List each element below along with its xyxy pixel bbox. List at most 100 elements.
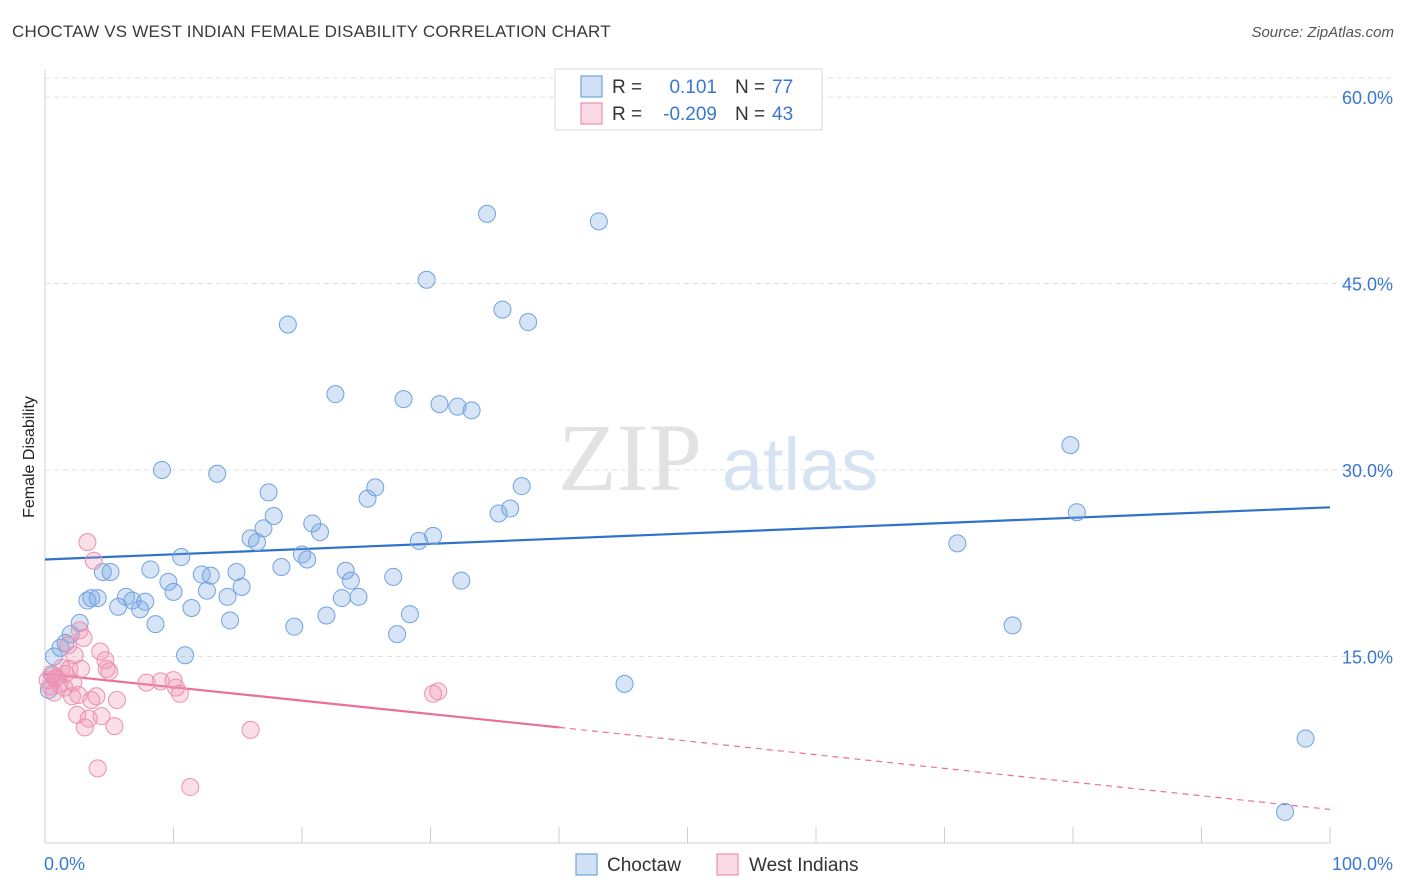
point-choctaw <box>88 589 107 608</box>
source-label: Source: ZipAtlas.com <box>1251 24 1394 41</box>
point-choctaw <box>501 499 520 518</box>
point-west-indians <box>87 687 106 706</box>
point-west-indians <box>44 683 63 702</box>
trend-line-choctaw <box>44 506 1331 561</box>
legend-r-value-choctaw: 0.101 <box>669 77 717 98</box>
point-choctaw <box>254 519 273 538</box>
point-west-indians <box>151 672 170 691</box>
point-choctaw <box>264 507 283 526</box>
point-west-indians <box>97 659 116 678</box>
point-choctaw <box>417 270 436 289</box>
bottom-legend-west-indians: West Indians <box>749 855 858 876</box>
legend-r-value-west-indians: -0.209 <box>663 104 717 125</box>
point-west-indians <box>170 684 189 703</box>
point-choctaw <box>101 562 120 581</box>
point-west-indians <box>241 720 260 739</box>
point-west-indians <box>429 682 448 701</box>
legend-n-value-choctaw: 77 <box>772 77 793 98</box>
y-tick-label: 15.0% <box>1342 648 1393 668</box>
point-choctaw <box>159 572 178 591</box>
bottom-legend-swatch-west-indians <box>716 853 739 876</box>
point-choctaw <box>285 617 304 636</box>
trend-line-west-indians <box>44 672 560 729</box>
point-choctaw <box>1276 802 1295 821</box>
point-west-indians <box>91 642 110 661</box>
legend-n-label-west-indians: N = <box>735 104 765 125</box>
point-west-indians <box>100 662 119 681</box>
point-west-indians <box>59 636 78 655</box>
point-west-indians <box>78 533 97 552</box>
legend-r-label-west-indians: R = <box>612 104 642 125</box>
point-choctaw <box>332 589 351 608</box>
point-choctaw <box>424 526 443 545</box>
legend-r-label-choctaw: R = <box>612 77 642 98</box>
point-choctaw <box>452 571 471 590</box>
point-choctaw <box>164 582 183 601</box>
point-choctaw <box>1003 616 1022 635</box>
stats-legend: R = 0.101 N = 77 R = -0.209 N = 43 <box>554 68 823 131</box>
point-choctaw <box>349 587 368 606</box>
y-tick-label: 60.0% <box>1342 88 1393 108</box>
point-choctaw <box>192 565 211 584</box>
point-choctaw <box>70 613 89 632</box>
point-west-indians <box>84 551 103 570</box>
point-west-indians <box>424 684 443 703</box>
point-choctaw <box>272 557 291 576</box>
series-legend: Choctaw West Indians <box>575 853 858 876</box>
point-choctaw <box>232 577 251 596</box>
point-choctaw <box>1067 503 1086 522</box>
point-choctaw <box>152 461 171 479</box>
point-choctaw <box>388 625 407 644</box>
point-choctaw <box>56 633 75 652</box>
point-west-indians <box>88 759 107 778</box>
point-west-indians <box>46 669 65 688</box>
point-choctaw <box>478 204 497 223</box>
point-choctaw <box>615 674 634 693</box>
point-choctaw <box>82 589 101 608</box>
point-west-indians <box>75 718 94 737</box>
point-west-indians <box>92 707 111 726</box>
legend-swatch-west-indians <box>580 102 603 125</box>
point-west-indians <box>137 673 156 692</box>
legend-n-label-choctaw: N = <box>735 77 765 98</box>
point-choctaw <box>366 478 385 497</box>
point-west-indians <box>71 659 90 678</box>
point-choctaw <box>336 561 355 580</box>
point-choctaw <box>326 385 345 404</box>
point-choctaw <box>512 477 531 496</box>
point-choctaw <box>462 401 481 420</box>
x-tick-label-min: 0.0% <box>44 854 85 874</box>
point-west-indians <box>74 628 93 647</box>
point-choctaw <box>227 562 246 581</box>
y-tick-label: 30.0% <box>1342 461 1393 481</box>
point-choctaw <box>519 313 538 332</box>
point-choctaw <box>146 615 165 634</box>
point-choctaw <box>176 646 195 665</box>
point-choctaw <box>409 531 428 550</box>
point-choctaw <box>317 606 336 625</box>
point-choctaw <box>218 587 237 606</box>
watermark-zip: ZIP <box>558 404 702 511</box>
point-choctaw <box>293 545 311 564</box>
legend-n-value-west-indians: 43 <box>772 104 793 125</box>
point-choctaw <box>221 611 240 630</box>
tick-labels: 15.0% 30.0% 45.0% 60.0% 0.0% 100.0% <box>44 88 1393 874</box>
point-choctaw <box>341 571 360 590</box>
point-choctaw <box>948 534 967 553</box>
point-choctaw <box>493 300 512 319</box>
point-choctaw <box>589 212 608 231</box>
point-choctaw <box>136 592 155 611</box>
point-choctaw <box>400 605 419 624</box>
axes <box>44 70 1331 844</box>
bottom-legend-swatch-choctaw <box>575 853 598 876</box>
point-choctaw <box>201 566 220 585</box>
point-choctaw <box>197 581 216 600</box>
point-choctaw <box>1061 436 1080 455</box>
gridlines <box>45 77 1393 657</box>
point-choctaw <box>394 390 413 409</box>
point-choctaw <box>489 504 508 523</box>
trend-line-west-indians-extrapolated <box>558 726 1331 811</box>
point-choctaw <box>384 567 403 586</box>
point-choctaw <box>182 599 201 618</box>
point-choctaw <box>208 464 227 483</box>
